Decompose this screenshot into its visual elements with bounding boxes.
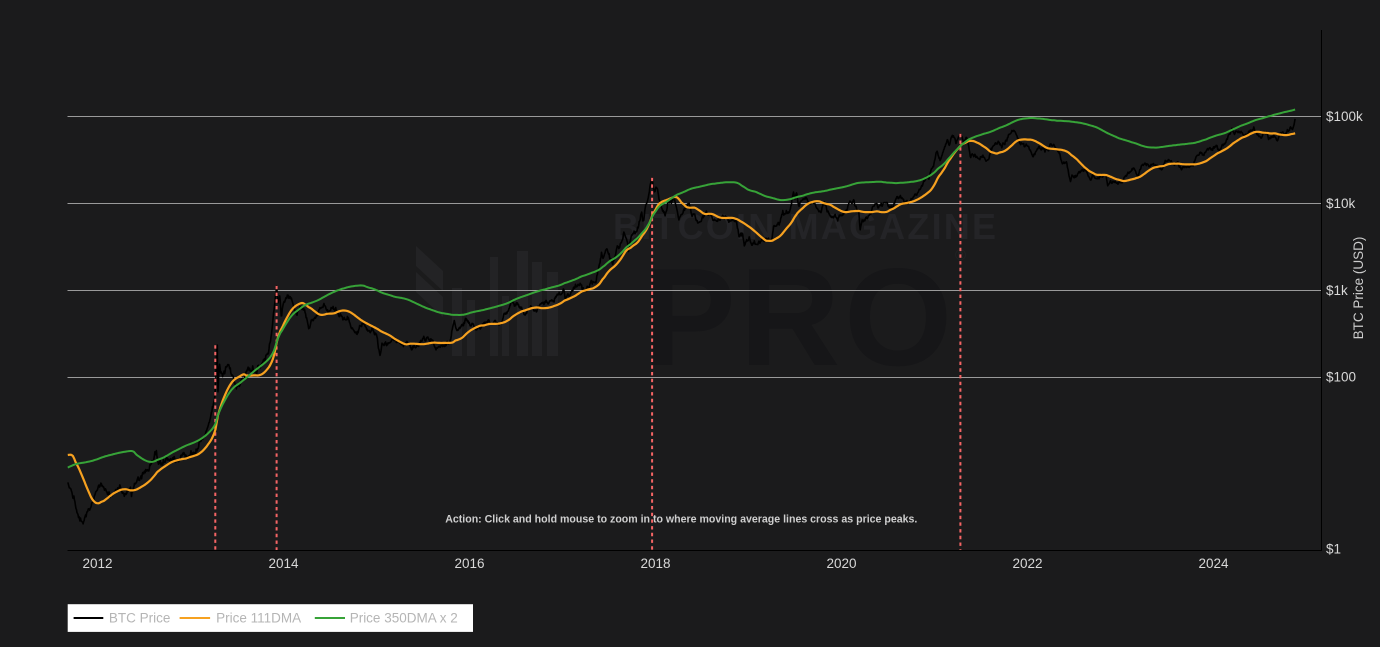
svg-text:Action: Click and hold mouse t: Action: Click and hold mouse to zoom in … (445, 513, 917, 525)
svg-text:2020: 2020 (826, 556, 856, 571)
svg-text:Price 350DMA x 2: Price 350DMA x 2 (350, 611, 458, 626)
svg-text:2014: 2014 (268, 556, 299, 571)
svg-text:BTC Price: BTC Price (109, 611, 171, 626)
svg-text:Price 111DMA: Price 111DMA (216, 611, 301, 626)
svg-text:$10k: $10k (1326, 196, 1356, 211)
svg-text:2024: 2024 (1198, 556, 1229, 571)
svg-text:2012: 2012 (82, 556, 112, 571)
svg-text:2016: 2016 (454, 556, 484, 571)
svg-text:2022: 2022 (1012, 556, 1042, 571)
svg-text:BTC Price (USD): BTC Price (USD) (1351, 237, 1366, 340)
svg-text:$100: $100 (1326, 370, 1356, 385)
svg-text:$100k: $100k (1326, 109, 1363, 124)
svg-text:$1: $1 (1326, 542, 1341, 557)
svg-text:$1k: $1k (1326, 283, 1348, 298)
svg-text:2018: 2018 (640, 556, 670, 571)
svg-text:PRO: PRO (643, 240, 956, 395)
